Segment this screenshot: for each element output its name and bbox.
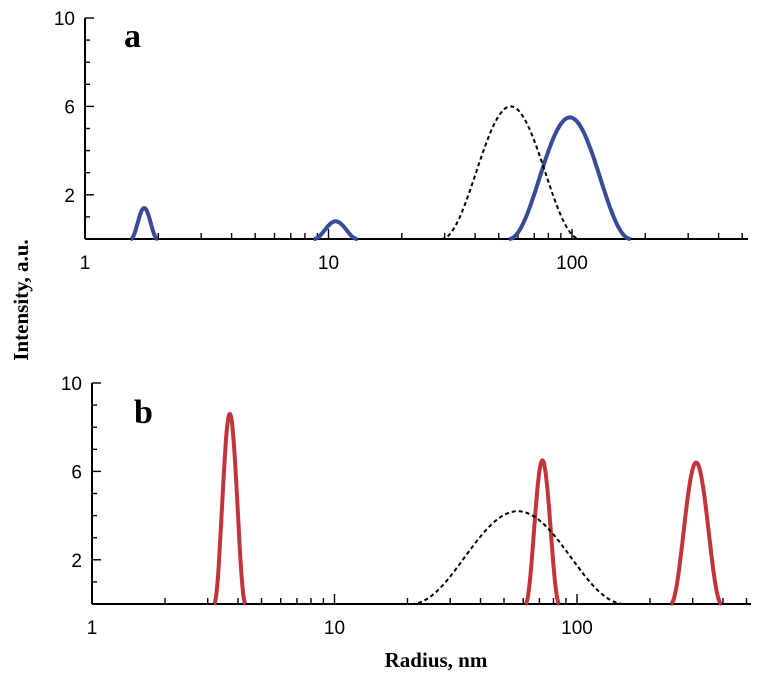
x-axis-title: Radius, nm xyxy=(385,648,488,672)
panel-a-solid-peak-3 xyxy=(508,115,632,241)
panel-b: 1 10 100 2 6 10 b xyxy=(61,374,751,639)
panel-b-y-tick-label: 10 xyxy=(61,374,82,395)
panel-a-ticks xyxy=(84,17,743,239)
panel-a-solid-peak-1 xyxy=(129,206,160,241)
panel-a-label: a xyxy=(124,18,141,55)
panel-b-label: b xyxy=(134,394,153,431)
panel-a-y-tick-label: 10 xyxy=(54,9,75,30)
panel-b-solid-peak-2 xyxy=(523,458,561,606)
panel-a-x-tick-label: 1 xyxy=(80,253,91,274)
panel-a-series xyxy=(129,105,632,241)
panel-b-x-tick-label: 100 xyxy=(561,618,593,639)
panel-a-x-tick-label: 100 xyxy=(556,253,588,274)
panel-b-solid-peak-1 xyxy=(212,411,248,606)
panel-b-x-tick-label: 10 xyxy=(324,618,345,639)
panel-a-dashed-peak-1 xyxy=(441,105,581,240)
panel-a: 1 10 100 2 6 10 a xyxy=(54,9,748,274)
panel-a-solid-peak-2 xyxy=(312,219,359,241)
panel-a-tick-labels: 1 10 100 2 6 10 xyxy=(54,9,588,274)
panel-a-x-tick-label: 10 xyxy=(318,253,339,274)
y-axis-title: Intensity, a.u. xyxy=(9,239,33,360)
panel-b-ticks xyxy=(91,382,748,604)
panel-b-dashed-peak-1 xyxy=(411,510,625,605)
panel-b-series xyxy=(212,411,723,606)
panel-b-tick-labels: 1 10 100 2 6 10 xyxy=(61,374,593,639)
panel-b-y-tick-label: 6 xyxy=(71,462,82,483)
panel-b-solid-peak-3 xyxy=(669,460,723,606)
panel-a-y-tick-label: 6 xyxy=(64,97,75,118)
panel-a-y-tick-label: 2 xyxy=(64,186,75,207)
panel-b-x-tick-label: 1 xyxy=(87,618,98,639)
panel-b-y-tick-label: 2 xyxy=(71,551,82,572)
